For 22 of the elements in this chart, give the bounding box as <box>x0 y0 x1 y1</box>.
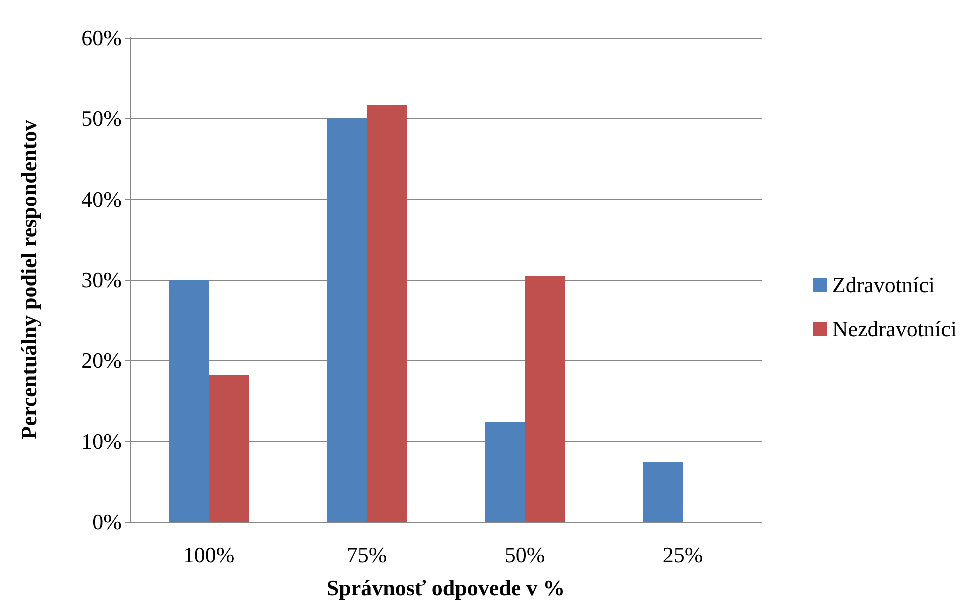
legend-label: Zdravotníci <box>832 272 936 298</box>
y-tick-label: 0% <box>92 510 122 534</box>
bar <box>327 118 367 522</box>
y-tick-label: 10% <box>82 428 122 454</box>
x-tick-label: 75% <box>346 542 388 568</box>
legend-label: Nezdravotníci <box>832 316 957 342</box>
y-tick-label: 20% <box>82 348 122 374</box>
x-tick-label: 25% <box>662 542 704 568</box>
x-tick-label: 50% <box>504 542 546 568</box>
bar <box>643 462 683 522</box>
y-tick-label: 40% <box>82 186 122 212</box>
y-tick-label: 50% <box>82 106 122 132</box>
x-tick-label: 100% <box>183 542 235 568</box>
y-axis-title: Percentuálny podiel respondentov <box>16 120 42 440</box>
bar <box>525 276 565 522</box>
y-tick-label: 30% <box>82 268 122 292</box>
bar <box>169 280 209 522</box>
bar <box>367 104 407 522</box>
bar <box>485 422 525 522</box>
x-axis-title: Správnosť odpovede v % <box>326 576 566 600</box>
bar <box>209 375 249 522</box>
y-tick-label: 60% <box>82 26 122 50</box>
